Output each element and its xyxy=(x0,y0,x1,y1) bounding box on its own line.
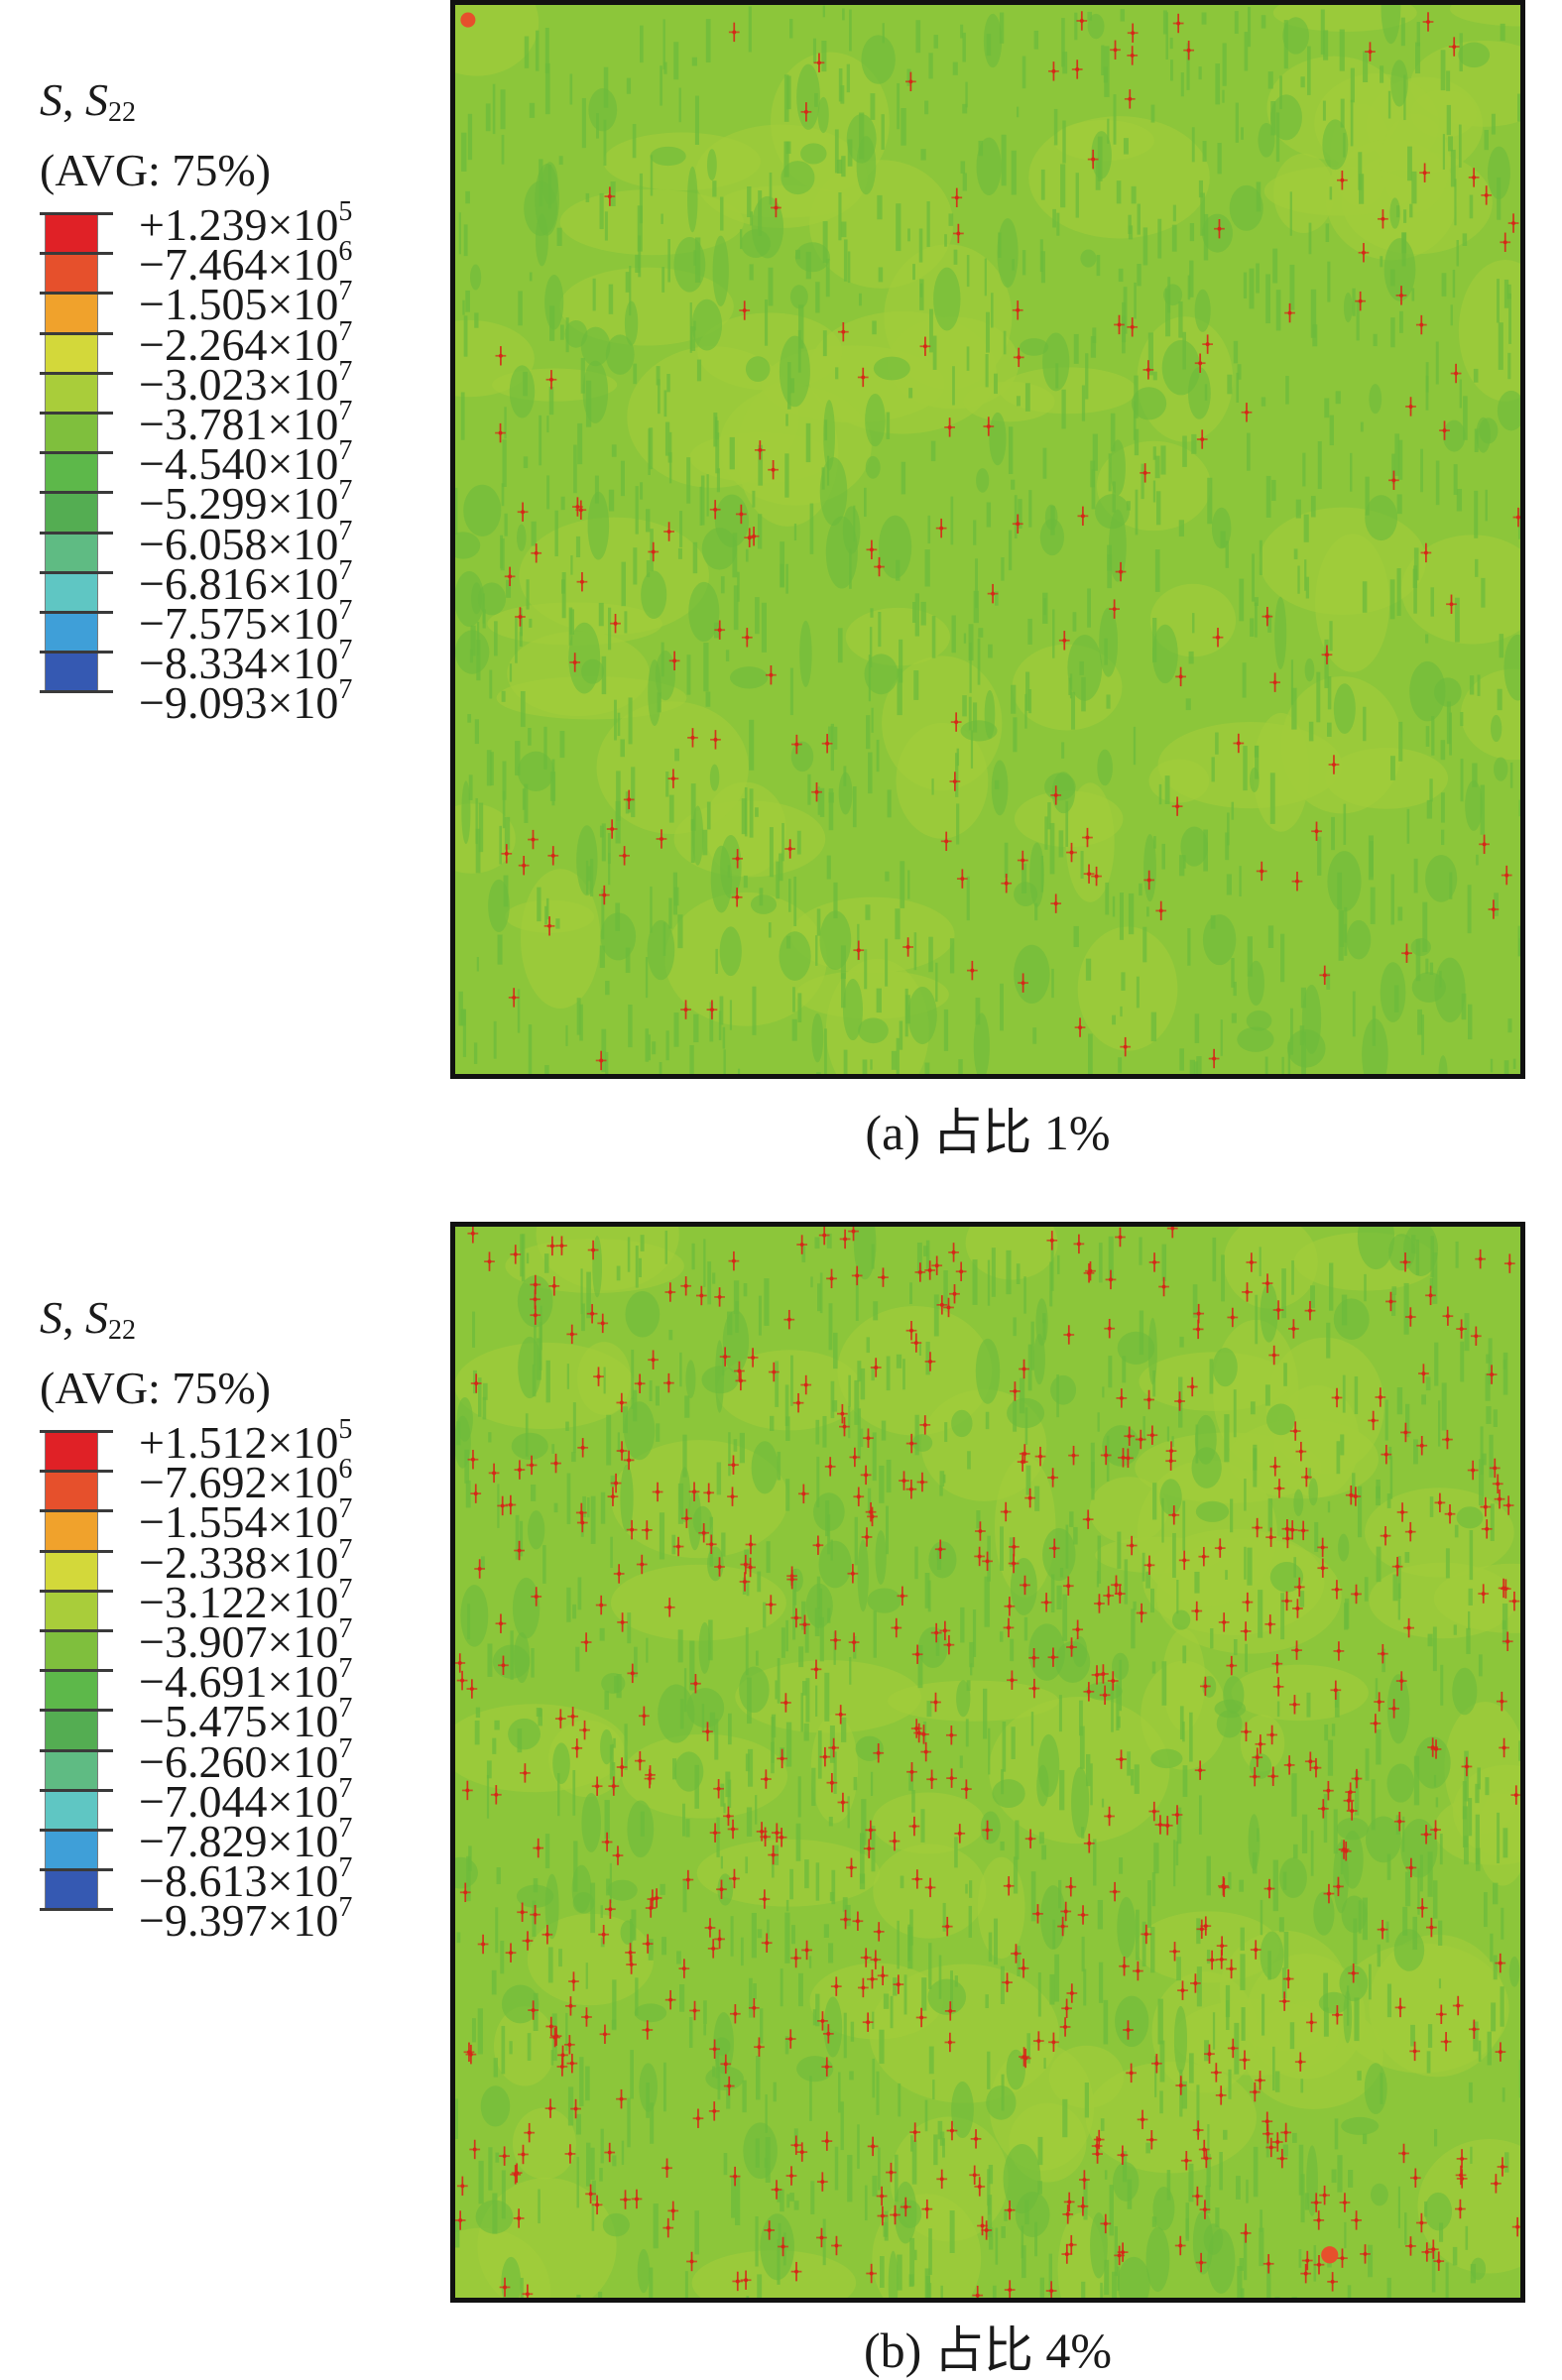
contour-map-a xyxy=(455,5,1520,1074)
contour-map-b xyxy=(455,1227,1520,2298)
legend-title-b: S, S22 xyxy=(40,1289,271,1360)
legend-tick-label: −9.397×107 xyxy=(139,1885,352,1944)
legend-swatch xyxy=(46,533,97,572)
contour-plot-a xyxy=(450,0,1525,1079)
legend-swatch xyxy=(46,1790,97,1830)
legend-tick xyxy=(40,332,113,335)
legend-swatch xyxy=(46,492,97,532)
legend-swatch xyxy=(46,373,97,413)
panel-a: S, S22 (AVG: 75%) +1.239×105−7.464×106−1… xyxy=(0,0,1562,1190)
legend-tick xyxy=(40,1749,113,1752)
legend-a: S, S22 (AVG: 75%) +1.239×105−7.464×106−1… xyxy=(40,71,271,967)
caption-b: (b) 占比 4% xyxy=(450,2320,1525,2380)
legend-swatch xyxy=(46,253,97,293)
legend-tick xyxy=(40,651,113,654)
legend-title-a: S, S22 xyxy=(40,71,271,142)
legend-tick xyxy=(40,1550,113,1553)
legend-swatch xyxy=(46,1471,97,1510)
legend-tick xyxy=(40,212,113,215)
legend-b: S, S22 (AVG: 75%) +1.512×105−7.692×106−1… xyxy=(40,1289,271,2185)
legend-swatch xyxy=(46,652,97,691)
legend-tick xyxy=(40,690,113,693)
legend-tick xyxy=(40,1509,113,1512)
legend-swatch xyxy=(46,1670,97,1710)
legend-tick xyxy=(40,571,113,574)
legend-swatch xyxy=(46,213,97,253)
legend-tick xyxy=(40,1789,113,1792)
legend-tick xyxy=(40,1868,113,1871)
legend-swatch xyxy=(46,452,97,492)
legend-tick xyxy=(40,611,113,614)
legend-swatch xyxy=(46,293,97,332)
legend-tick xyxy=(40,1430,113,1433)
legend-swatch xyxy=(46,413,97,452)
legend-swatch xyxy=(46,1431,97,1471)
legend-tick xyxy=(40,1908,113,1911)
legend-tick xyxy=(40,1709,113,1712)
legend-tick xyxy=(40,1829,113,1832)
contour-plot-b xyxy=(450,1222,1525,2303)
legend-tick-label: −9.093×107 xyxy=(139,667,352,726)
legend-tick xyxy=(40,451,113,454)
color-scale-a: +1.239×105−7.464×106−1.505×107−2.264×107… xyxy=(40,213,271,967)
caption-a: (a) 占比 1% xyxy=(450,1103,1525,1162)
color-scale-b: +1.512×105−7.692×106−1.554×107−2.338×107… xyxy=(40,1431,271,2185)
legend-swatch xyxy=(46,1869,97,1909)
legend-tick xyxy=(40,412,113,415)
legend-swatch xyxy=(46,1551,97,1591)
legend-tick xyxy=(40,252,113,255)
legend-swatch xyxy=(46,1830,97,1869)
legend-tick xyxy=(40,372,113,375)
legend-swatch xyxy=(46,1750,97,1790)
legend-tick xyxy=(40,532,113,535)
legend-swatch xyxy=(46,1710,97,1749)
panel-b: S, S22 (AVG: 75%) +1.512×105−7.692×106−1… xyxy=(0,1218,1562,2376)
legend-swatch xyxy=(46,572,97,612)
legend-tick xyxy=(40,491,113,494)
legend-swatch xyxy=(46,1630,97,1670)
legend-tick xyxy=(40,1629,113,1632)
legend-swatch xyxy=(46,1591,97,1630)
legend-tick xyxy=(40,1669,113,1672)
legend-swatch xyxy=(46,1510,97,1550)
legend-tick xyxy=(40,1590,113,1593)
legend-swatch xyxy=(46,612,97,652)
legend-swatch xyxy=(46,333,97,373)
legend-tick xyxy=(40,1470,113,1473)
legend-tick xyxy=(40,292,113,295)
